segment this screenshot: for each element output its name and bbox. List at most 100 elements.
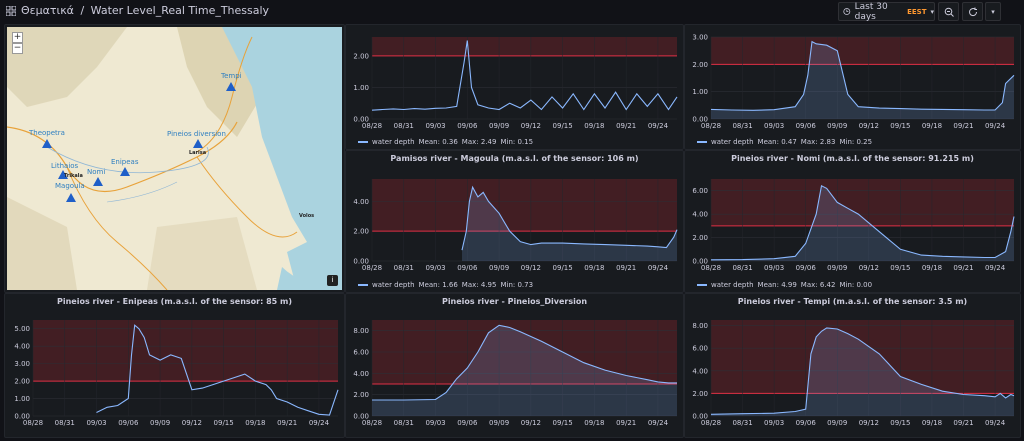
map-info-button[interactable]: i: [327, 275, 338, 286]
legend[interactable]: water depth Mean: 0.47 Max: 2.83 Min: 0.…: [697, 138, 872, 146]
station-marker-enipeas[interactable]: [120, 167, 130, 176]
x-tick-label: 08/31: [394, 419, 414, 427]
line-chart[interactable]: 0.00 1.00 2.00 3.00 4.00 5.00 08/28 08/31 09/03 0…: [5, 294, 345, 438]
x-tick-label: 09/09: [489, 419, 509, 427]
y-tick-label: 2.00: [692, 390, 708, 398]
y-tick-label: 4.00: [353, 198, 369, 206]
x-tick-label: 09/06: [457, 264, 478, 272]
station-label-magoula: Magoula: [55, 182, 85, 190]
x-tick-label: 09/18: [584, 122, 604, 130]
breadcrumb-folder[interactable]: Θεματικά: [21, 4, 74, 17]
x-tick-label: 09/12: [859, 419, 879, 427]
y-tick-label: 0.00: [692, 413, 708, 421]
series-line: [96, 324, 339, 416]
y-tick-label: 2.00: [353, 52, 369, 60]
x-tick-label: 09/03: [425, 122, 445, 130]
refresh-interval-dropdown[interactable]: ▾: [985, 2, 1001, 21]
x-tick-label: 09/24: [648, 264, 669, 272]
legend[interactable]: water depth Mean: 1.66 Max: 4.95 Min: 0.…: [358, 281, 533, 289]
x-tick-label: 09/24: [648, 419, 669, 427]
station-label-pineios-diversion: Pineios diversion: [167, 130, 226, 138]
x-tick-label: 08/28: [362, 122, 382, 130]
x-tick-label: 09/12: [859, 122, 879, 130]
zoom-out-button[interactable]: [938, 2, 959, 21]
line-chart[interactable]: 0.00 2.00 4.00 08/28 08/31 09/03 09/06 09/09 09/…: [346, 151, 684, 293]
x-tick-label: 09/21: [953, 419, 973, 427]
x-tick-label: 09/21: [616, 122, 636, 130]
station-label-tempi: Tempi: [221, 72, 242, 80]
x-tick-label: 09/06: [796, 419, 817, 427]
grid-icon[interactable]: [6, 6, 16, 16]
y-tick-label: 0.00: [353, 413, 369, 421]
station-marker-pineios-diversion[interactable]: [193, 139, 203, 148]
series-area: [372, 325, 677, 416]
refresh-button[interactable]: [962, 2, 983, 21]
y-tick-label: 2.00: [14, 378, 30, 386]
x-tick-label: 08/31: [732, 264, 752, 272]
town-label-larisa: Larisa: [189, 150, 207, 156]
breadcrumb: Θεματικά / Water Level_Real Time_Thessal…: [21, 4, 269, 17]
town-label-trikala: Trikala: [64, 173, 83, 179]
chart-panel-magoula: Pamisos river - Magoula (m.a.s.l. of the…: [345, 150, 684, 293]
time-range-label: Last 30 days: [854, 1, 888, 22]
stat-min: Min: 0.00: [839, 281, 873, 289]
x-tick-label: 09/15: [553, 264, 573, 272]
y-tick-label: 3.00: [14, 360, 30, 368]
geomap[interactable]: + − Tempi Theopetra Pineios diversion La…: [7, 27, 342, 290]
station-marker-theopetra[interactable]: [42, 139, 52, 148]
x-tick-label: 09/24: [985, 122, 1006, 130]
dashboard-title: Water Level_Real Time_Thessaly: [90, 4, 270, 17]
chart-panel-tempi: Pineios river - Tempi (m.a.s.l. of the s…: [684, 293, 1021, 438]
x-tick-label: 09/18: [922, 264, 942, 272]
x-tick-label: 09/21: [277, 419, 297, 427]
legend[interactable]: water depth Mean: 4.99 Max: 6.42 Min: 0.…: [697, 281, 872, 289]
y-tick-label: 2.00: [353, 391, 369, 399]
x-tick-label: 08/31: [732, 122, 752, 130]
x-tick-label: 09/12: [859, 264, 879, 272]
x-tick-label: 09/09: [827, 264, 847, 272]
chevron-down-icon: ▾: [930, 7, 934, 16]
legend-swatch: [697, 141, 707, 143]
line-chart[interactable]: 0.00 2.00 4.00 6.00 8.00 08/28 08/31 09/03 09/06…: [346, 294, 684, 438]
station-marker-lithaios[interactable]: [58, 170, 68, 179]
series-area: [711, 41, 1014, 119]
y-tick-label: 6.00: [353, 349, 369, 357]
zoom-out-button[interactable]: −: [12, 43, 23, 54]
station-marker-magoula[interactable]: [66, 193, 76, 202]
legend-swatch: [358, 284, 368, 286]
y-tick-label: 6.00: [692, 345, 708, 353]
legend-label: water depth: [711, 138, 754, 146]
clock-icon: [843, 8, 851, 15]
line-chart[interactable]: 0.00 2.00 4.00 6.00 08/28 08/31 09/03 09/06 09/0…: [685, 151, 1021, 293]
x-tick-label: 09/15: [214, 419, 234, 427]
x-tick-label: 09/18: [922, 419, 942, 427]
map-background: [7, 27, 342, 290]
y-tick-label: 4.00: [14, 343, 30, 351]
station-marker-nomi[interactable]: [93, 177, 103, 186]
legend[interactable]: water depth Mean: 0.36 Max: 2.49 Min: 0.…: [358, 138, 533, 146]
line-chart[interactable]: 0.00 2.00 4.00 6.00 8.00 08/28 08/31 09/03 09/06…: [685, 294, 1021, 438]
station-marker-tempi[interactable]: [226, 82, 236, 91]
y-tick-label: 8.00: [692, 322, 708, 330]
town-label-volos: Volos: [299, 213, 315, 219]
chevron-down-icon: ▾: [991, 7, 995, 16]
line-chart[interactable]: 0.00 1.00 2.00 08/28 08/31 09/03 09/06 09/09 09/…: [346, 25, 684, 150]
panel-title: Pineios river - Pineios_Diversion: [441, 297, 588, 306]
x-tick-label: 09/09: [827, 419, 847, 427]
threshold-zone: [711, 37, 1014, 65]
chart-panel-pineios-diversion: Pineios river - Pineios_Diversion 0.00 2.…: [345, 293, 684, 438]
x-tick-label: 09/06: [457, 122, 478, 130]
chart-panel-enipeas: Pineios river - Enipeas (m.a.s.l. of the…: [4, 293, 345, 438]
series-line: [461, 185, 678, 251]
y-tick-label: 0.00: [14, 413, 30, 421]
legend-label: water depth: [372, 138, 415, 146]
line-chart[interactable]: 0.00 1.00 2.00 3.00 08/28 08/31 09/03 09/06 09/0…: [685, 25, 1021, 150]
breadcrumb-separator: /: [80, 4, 85, 17]
zoom-in-button[interactable]: +: [12, 32, 23, 43]
time-range-picker[interactable]: Last 30 days EEST ▾: [838, 1, 935, 22]
x-tick-label: 08/31: [394, 264, 414, 272]
x-tick-label: 09/09: [150, 419, 170, 427]
x-tick-label: 09/09: [489, 264, 509, 272]
stat-max: Max: 6.42: [800, 281, 836, 289]
chart-panel-2: 0.00 1.00 2.00 3.00 08/28 08/31 09/03 09/06 09/0…: [684, 24, 1021, 150]
